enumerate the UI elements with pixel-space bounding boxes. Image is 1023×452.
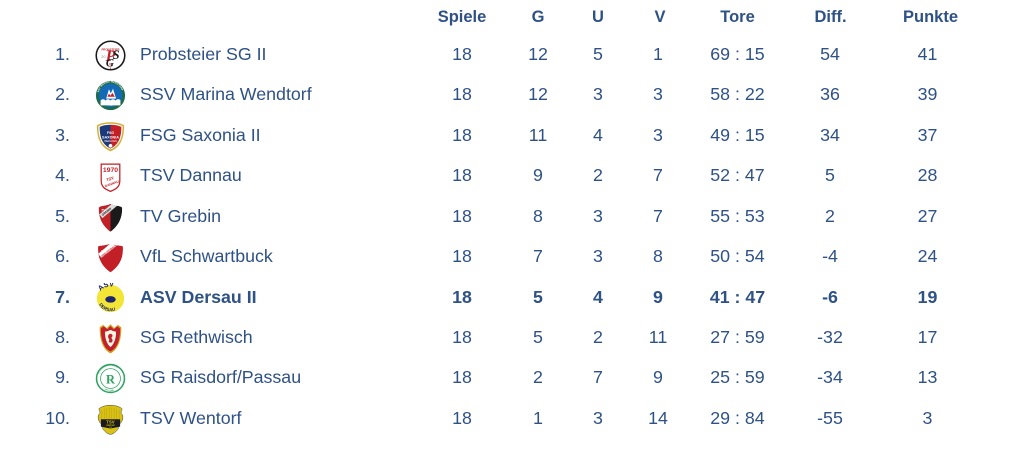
- svg-text:R: R: [106, 373, 116, 387]
- svg-text:TV: TV: [101, 208, 106, 212]
- svg-text:VfL: VfL: [101, 249, 108, 254]
- svg-text:SAXONIA: SAXONIA: [102, 135, 119, 139]
- svg-text:ISERLOHN: ISERLOHN: [104, 140, 117, 143]
- svg-text:SG: SG: [109, 63, 113, 66]
- svg-text:20: 20: [101, 55, 105, 59]
- svg-text:FSG: FSG: [107, 131, 114, 135]
- svg-text:WENTORF: WENTORF: [106, 425, 115, 427]
- svg-text:1970: 1970: [103, 167, 118, 174]
- svg-text:TSV: TSV: [106, 419, 115, 424]
